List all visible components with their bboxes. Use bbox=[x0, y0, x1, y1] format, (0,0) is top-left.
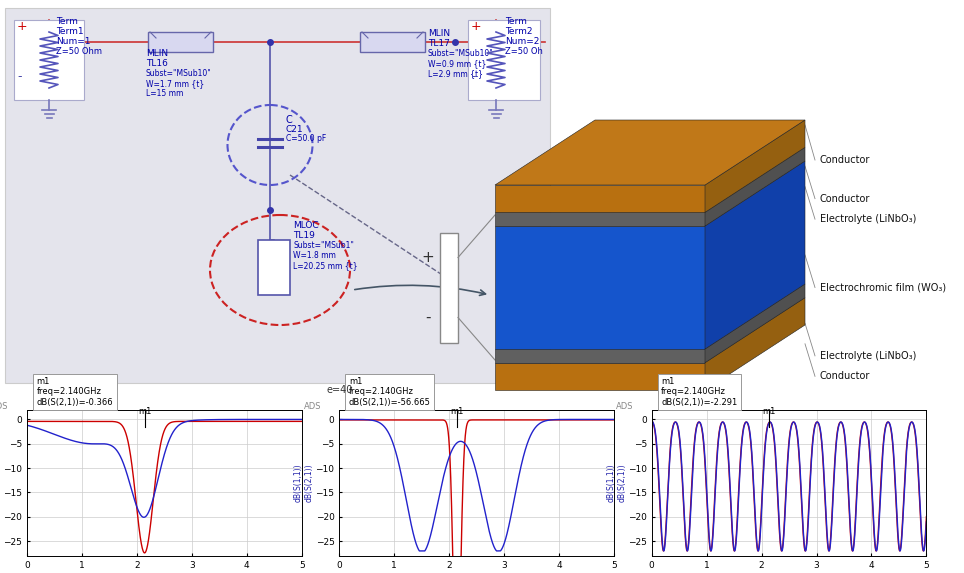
Polygon shape bbox=[705, 120, 805, 213]
Text: W=0.9 mm {t}: W=0.9 mm {t} bbox=[428, 59, 487, 68]
Text: Electrolyte (LiNbO₃): Electrolyte (LiNbO₃) bbox=[820, 351, 917, 361]
Text: L=2.9 mm {t}: L=2.9 mm {t} bbox=[428, 69, 483, 78]
FancyBboxPatch shape bbox=[5, 8, 550, 383]
Text: Term1: Term1 bbox=[56, 27, 84, 36]
Polygon shape bbox=[705, 297, 805, 390]
Text: Num=2: Num=2 bbox=[505, 37, 540, 46]
Text: Subst="MSub10": Subst="MSub10" bbox=[146, 69, 212, 78]
Polygon shape bbox=[495, 185, 705, 213]
Text: m1
freq=2.140GHz
dB(S(2,1))=-56.665: m1 freq=2.140GHz dB(S(2,1))=-56.665 bbox=[349, 377, 431, 407]
Y-axis label: dB(S(1,1))
dB(S(2,1)): dB(S(1,1)) dB(S(2,1)) bbox=[606, 464, 627, 502]
Text: ADS: ADS bbox=[304, 402, 321, 411]
Polygon shape bbox=[705, 161, 805, 349]
Text: Subst="MSub1": Subst="MSub1" bbox=[293, 241, 354, 250]
Y-axis label: dB(S(1,1))
dB(S(2,1)): dB(S(1,1)) dB(S(2,1)) bbox=[0, 464, 2, 502]
Text: C=50.0 pF: C=50.0 pF bbox=[286, 134, 326, 143]
Text: C: C bbox=[286, 115, 293, 125]
Text: Subst="MSub10": Subst="MSub10" bbox=[428, 49, 494, 58]
FancyBboxPatch shape bbox=[440, 233, 458, 343]
Text: Term: Term bbox=[505, 17, 527, 26]
Text: +: + bbox=[471, 20, 482, 33]
Text: m1: m1 bbox=[450, 406, 464, 415]
Text: MLIN: MLIN bbox=[146, 49, 168, 58]
Text: L=20.25 mm {t}: L=20.25 mm {t} bbox=[293, 261, 358, 270]
FancyBboxPatch shape bbox=[468, 20, 540, 100]
Text: MLOC: MLOC bbox=[293, 221, 319, 230]
FancyBboxPatch shape bbox=[148, 32, 213, 52]
Text: Z=50 Oh: Z=50 Oh bbox=[505, 47, 543, 56]
Text: Electrochromic film (WO₃): Electrochromic film (WO₃) bbox=[820, 282, 946, 292]
Polygon shape bbox=[495, 363, 705, 390]
Text: W=1.7 mm {t}: W=1.7 mm {t} bbox=[146, 79, 204, 88]
Text: ADS: ADS bbox=[0, 402, 9, 411]
Text: Electrolyte (LiNbO₃): Electrolyte (LiNbO₃) bbox=[820, 214, 917, 224]
Text: Num=1: Num=1 bbox=[56, 37, 91, 46]
Polygon shape bbox=[705, 284, 805, 363]
Text: -: - bbox=[17, 70, 21, 83]
Text: C21: C21 bbox=[286, 125, 304, 134]
FancyBboxPatch shape bbox=[360, 32, 425, 52]
Text: Term2: Term2 bbox=[505, 27, 532, 36]
Text: Conductor: Conductor bbox=[820, 155, 870, 165]
Text: W=1.8 mm: W=1.8 mm bbox=[293, 251, 335, 260]
Polygon shape bbox=[705, 147, 805, 226]
FancyBboxPatch shape bbox=[14, 20, 84, 100]
Text: +: + bbox=[421, 250, 435, 265]
Text: e=40: e=40 bbox=[326, 384, 353, 394]
Text: Z=50 Ohm: Z=50 Ohm bbox=[56, 47, 102, 56]
Polygon shape bbox=[495, 349, 705, 363]
Polygon shape bbox=[495, 120, 805, 185]
Text: TL19: TL19 bbox=[293, 231, 315, 240]
Text: TL16: TL16 bbox=[146, 59, 168, 68]
Text: +: + bbox=[17, 20, 28, 33]
Text: L=15 mm: L=15 mm bbox=[146, 89, 183, 98]
Text: TL17: TL17 bbox=[428, 39, 450, 48]
FancyBboxPatch shape bbox=[258, 240, 290, 295]
Text: m1
freq=2.140GHz
dB(S(2,1))=-0.366: m1 freq=2.140GHz dB(S(2,1))=-0.366 bbox=[37, 377, 113, 407]
Text: Conductor: Conductor bbox=[820, 371, 870, 382]
Text: m1: m1 bbox=[138, 406, 151, 415]
Polygon shape bbox=[495, 226, 705, 349]
Polygon shape bbox=[495, 213, 705, 226]
Text: ADS: ADS bbox=[616, 402, 633, 411]
Text: m1
freq=2.140GHz
dB(S(2,1))=-2.291: m1 freq=2.140GHz dB(S(2,1))=-2.291 bbox=[661, 377, 737, 407]
Text: Conductor: Conductor bbox=[820, 194, 870, 203]
Text: Term: Term bbox=[56, 17, 78, 26]
Text: -: - bbox=[425, 310, 431, 325]
Text: -: - bbox=[471, 70, 475, 83]
Text: m1: m1 bbox=[763, 406, 776, 415]
Text: MLIN: MLIN bbox=[428, 29, 450, 38]
Y-axis label: dB(S(1,1))
dB(S(2,1)): dB(S(1,1)) dB(S(2,1)) bbox=[294, 464, 314, 502]
